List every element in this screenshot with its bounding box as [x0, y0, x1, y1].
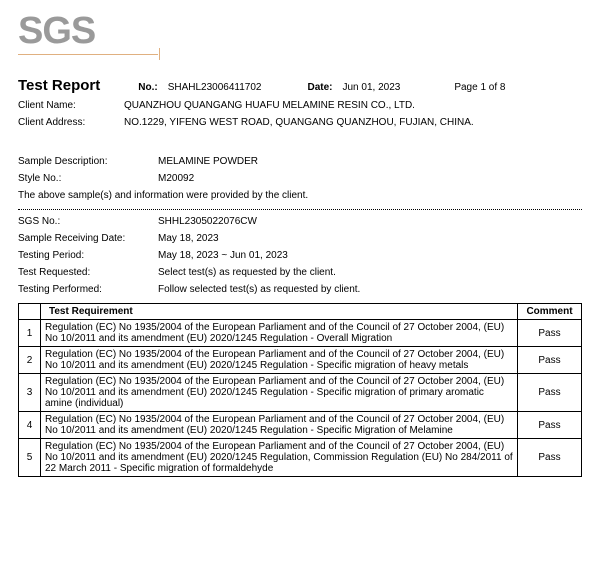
row-number: 4 [19, 412, 41, 439]
report-title: Test Report [18, 77, 100, 94]
col-header-requirement: Test Requirement [41, 304, 518, 320]
row-number: 2 [19, 347, 41, 374]
sgs-no-value: SHHL2305022076CW [158, 216, 257, 227]
row-requirement: Regulation (EC) No 1935/2004 of the Euro… [41, 347, 518, 374]
row-requirement: Regulation (EC) No 1935/2004 of the Euro… [41, 320, 518, 347]
col-header-blank [19, 304, 41, 320]
style-no-label: Style No.: [18, 173, 158, 184]
test-requested-value: Select test(s) as requested by the clien… [158, 267, 336, 278]
date-label: Date: [307, 82, 332, 93]
sample-note: The above sample(s) and information were… [18, 190, 582, 201]
sample-desc-label: Sample Description: [18, 156, 158, 167]
date-value: Jun 01, 2023 [342, 82, 400, 93]
col-header-comment: Comment [518, 304, 582, 320]
client-address-label: Client Address: [18, 117, 124, 128]
receiving-date-value: May 18, 2023 [158, 233, 219, 244]
receiving-date-label: Sample Receiving Date: [18, 233, 158, 244]
sgs-no-label: SGS No.: [18, 216, 158, 227]
row-requirement: Regulation (EC) No 1935/2004 of the Euro… [41, 374, 518, 412]
style-no-value: M20092 [158, 173, 194, 184]
row-requirement: Regulation (EC) No 1935/2004 of the Euro… [41, 412, 518, 439]
no-value: SHAHL23006411702 [168, 82, 262, 93]
row-requirement: Regulation (EC) No 1935/2004 of the Euro… [41, 439, 518, 477]
divider-dots [18, 209, 582, 210]
table-row: 2Regulation (EC) No 1935/2004 of the Eur… [19, 347, 582, 374]
sample-desc-value: MELAMINE POWDER [158, 156, 258, 167]
page-number: Page 1 of 8 [454, 82, 505, 93]
no-label: No.: [138, 82, 157, 93]
test-requested-label: Test Requested: [18, 267, 158, 278]
logo-underline [18, 54, 158, 55]
row-number: 1 [19, 320, 41, 347]
row-number: 5 [19, 439, 41, 477]
row-number: 3 [19, 374, 41, 412]
row-comment: Pass [518, 320, 582, 347]
logo-text: SGS [18, 12, 582, 50]
test-requirement-table: Test Requirement Comment 1Regulation (EC… [18, 303, 582, 477]
client-name-value: QUANZHOU QUANGANG HUAFU MELAMINE RESIN C… [124, 100, 415, 111]
client-address-value: NO.1229, YIFENG WEST ROAD, QUANGANG QUAN… [124, 117, 474, 128]
table-row: 3Regulation (EC) No 1935/2004 of the Eur… [19, 374, 582, 412]
testing-period-value: May 18, 2023 ~ Jun 01, 2023 [158, 250, 288, 261]
row-comment: Pass [518, 439, 582, 477]
table-row: 5Regulation (EC) No 1935/2004 of the Eur… [19, 439, 582, 477]
testing-period-label: Testing Period: [18, 250, 158, 261]
testing-performed-value: Follow selected test(s) as requested by … [158, 284, 360, 295]
row-comment: Pass [518, 347, 582, 374]
table-row: 1Regulation (EC) No 1935/2004 of the Eur… [19, 320, 582, 347]
report-header: Test Report No.: SHAHL23006411702 Date: … [18, 77, 582, 94]
row-comment: Pass [518, 374, 582, 412]
testing-performed-label: Testing Performed: [18, 284, 158, 295]
table-row: 4Regulation (EC) No 1935/2004 of the Eur… [19, 412, 582, 439]
row-comment: Pass [518, 412, 582, 439]
client-name-label: Client Name: [18, 100, 124, 111]
